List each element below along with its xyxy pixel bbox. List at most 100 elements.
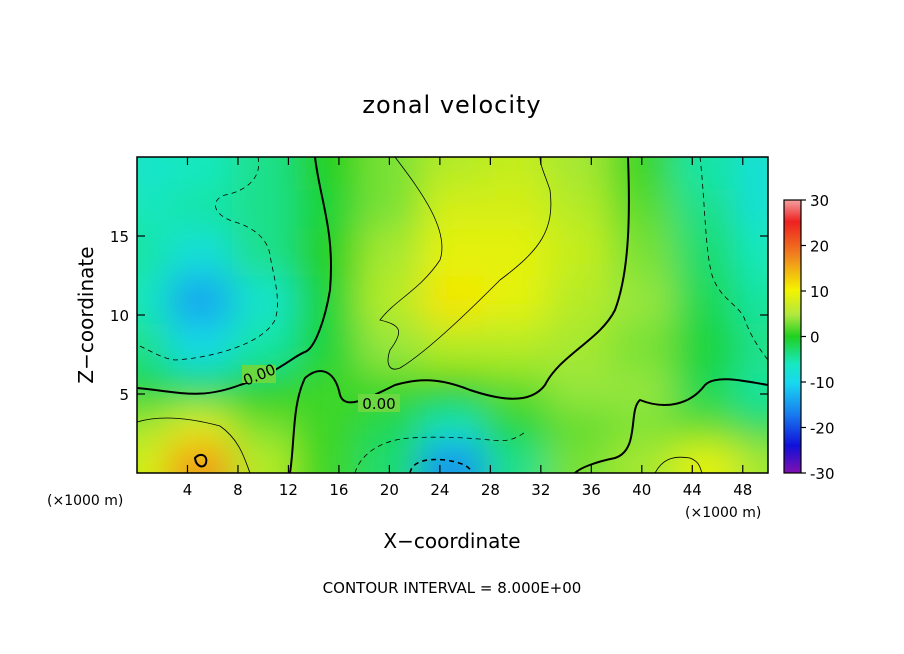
heatmap-cell xyxy=(673,409,738,443)
heatmap-cell xyxy=(484,157,549,190)
colorbar-tick-label: 10 xyxy=(810,283,829,301)
colorbar-gradient xyxy=(783,199,802,474)
x-tick-label: 28 xyxy=(481,481,500,499)
colorbar-tick-label: -10 xyxy=(810,374,835,392)
heatmap-cell xyxy=(294,441,359,473)
heatmap-cell xyxy=(547,157,612,190)
contour-label-2: 0.00 xyxy=(362,395,395,413)
heatmap-cell xyxy=(610,322,675,372)
colorbar: 30 20 10 0 -10 -20 -30 xyxy=(783,192,835,483)
y-axis-label: Z−coordinate xyxy=(74,246,98,383)
heatmap-cell xyxy=(137,409,170,443)
heatmap-cell xyxy=(137,188,170,230)
x-tick-label: 8 xyxy=(233,481,243,499)
x-tick-label: 48 xyxy=(733,481,752,499)
heatmap-cell xyxy=(547,370,612,411)
heatmap-cell xyxy=(168,228,233,277)
plot-area: 0.00 0.00 xyxy=(137,157,768,473)
zero-contour-middle xyxy=(289,157,630,473)
heatmap-cell xyxy=(231,157,296,190)
positive-contour-lower-left xyxy=(137,417,251,473)
heatmap-cell xyxy=(420,157,486,190)
heatmap-cell xyxy=(137,157,170,190)
heatmap-cell xyxy=(420,275,486,324)
heatmap-cell xyxy=(673,370,738,411)
heatmap-cell xyxy=(168,275,233,324)
heatmap-cell xyxy=(168,188,233,230)
heatmap-cell xyxy=(547,275,612,324)
x-tick-label: 40 xyxy=(632,481,651,499)
negative-contour-right xyxy=(699,157,768,361)
heatmap-cell xyxy=(736,441,768,473)
contour-lines xyxy=(137,157,768,473)
x-axis: 4 8 12 16 20 24 28 32 36 40 44 48 xyxy=(183,157,752,499)
colorbar-tick-label: -30 xyxy=(810,465,835,483)
heatmap-cell xyxy=(357,322,422,372)
colorbar-tick-label: 30 xyxy=(810,192,829,210)
heatmap-cell xyxy=(294,228,359,277)
zero-contour-right xyxy=(574,378,768,473)
x-axis-label: X−coordinate xyxy=(383,529,520,553)
x-unit-left: (×1000 m) xyxy=(47,493,123,509)
heatmap-cell xyxy=(231,188,296,230)
x-unit-right: (×1000 m) xyxy=(685,505,761,521)
y-tick-label: 5 xyxy=(119,386,129,404)
heatmap-cell xyxy=(484,370,549,411)
contour-interval-note: CONTOUR INTERVAL = 8.000E+00 xyxy=(323,579,582,597)
heatmap-cell xyxy=(168,441,233,473)
negative-contour-bottom-closed xyxy=(409,458,473,473)
heatmap-cell xyxy=(610,188,675,230)
negative-contour-upper-left xyxy=(137,157,278,361)
positive-contour-center xyxy=(379,157,552,370)
heatmap-cell xyxy=(357,275,422,324)
heatmap-cell xyxy=(484,322,549,372)
x-tick-label: 16 xyxy=(329,481,348,499)
heatmap-cell xyxy=(736,275,768,324)
heatmap-cell xyxy=(294,409,359,443)
heatmap-cell xyxy=(484,188,549,230)
heatmap-cell xyxy=(137,322,170,372)
x-tick-label: 36 xyxy=(582,481,601,499)
chart-title: zonal velocity xyxy=(362,91,541,119)
heatmap-cell xyxy=(137,441,170,473)
heatmap-cell xyxy=(294,157,359,190)
heatmap-cell xyxy=(484,441,549,473)
x-tick-label: 4 xyxy=(183,481,193,499)
colorbar-tick-label: 20 xyxy=(810,238,829,256)
x-tick-label: 20 xyxy=(380,481,399,499)
heatmap-cell xyxy=(231,409,296,443)
heatmap-cell xyxy=(673,322,738,372)
y-tick-label: 10 xyxy=(110,307,129,325)
heatmap-cell xyxy=(420,228,486,277)
heatmap-cell xyxy=(420,370,486,411)
heatmap-cell xyxy=(610,228,675,277)
colorbar-tick-label: -20 xyxy=(810,420,835,438)
colorbar-tick-label: 0 xyxy=(810,329,820,347)
heatmap-cell xyxy=(420,322,486,372)
heatmap-cell xyxy=(294,275,359,324)
heatmap-cell xyxy=(547,409,612,443)
heatmap-cell xyxy=(673,157,738,190)
heatmap-cell xyxy=(736,188,768,230)
heatmap-cell xyxy=(168,322,233,372)
x-tick-label: 44 xyxy=(683,481,702,499)
heatmap-cell xyxy=(673,228,738,277)
heatmap-cell xyxy=(736,370,768,411)
heatmap-cell xyxy=(231,275,296,324)
heatmap-cell xyxy=(547,228,612,277)
y-axis: 5 10 15 xyxy=(110,228,768,404)
heatmap-cell xyxy=(357,409,422,443)
contour-label-bg-2 xyxy=(358,394,400,412)
x-tick-label: 12 xyxy=(279,481,298,499)
heatmap-cell xyxy=(484,409,549,443)
heatmap-cell xyxy=(168,409,233,443)
heatmap-cell xyxy=(294,322,359,372)
heatmap-cell xyxy=(547,188,612,230)
heatmap-cell xyxy=(294,370,359,411)
x-tick-label: 32 xyxy=(531,481,550,499)
heatmap-cell xyxy=(673,275,738,324)
contour-labels: 0.00 0.00 xyxy=(241,360,400,413)
heatmap-cell xyxy=(736,157,768,190)
contour-label-bg-1 xyxy=(242,365,276,383)
